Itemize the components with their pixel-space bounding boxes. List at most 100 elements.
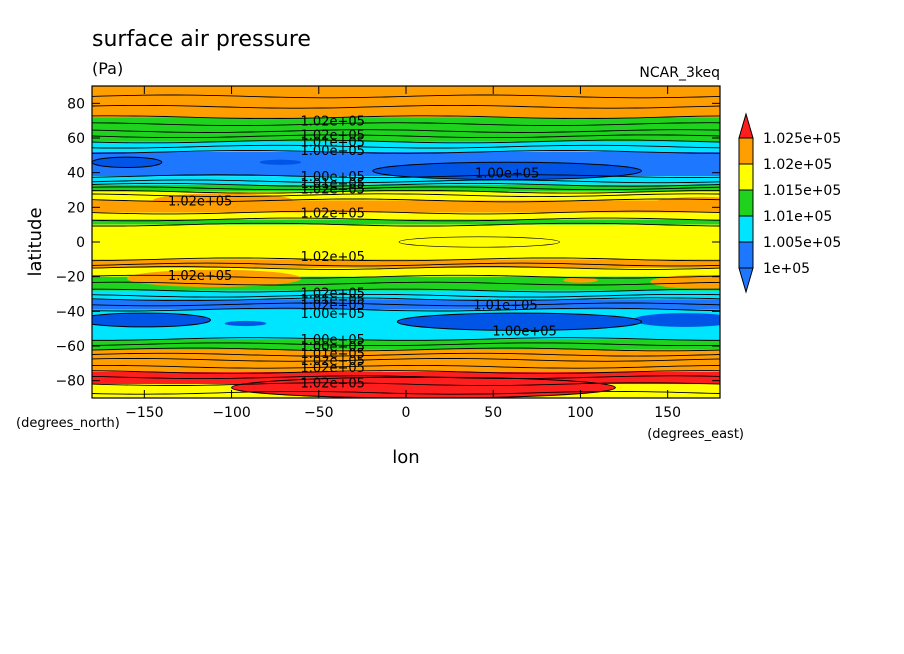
colorbar-box-2 xyxy=(738,189,754,217)
low-south-far-east xyxy=(632,313,720,327)
contour-12 xyxy=(92,186,720,191)
contour-label-13: 1.01e+05 xyxy=(301,293,365,308)
contour-32 xyxy=(92,352,720,357)
colorbar-above-arrow xyxy=(738,112,754,139)
y-tick-label-2: 40 xyxy=(67,166,85,182)
contour-22 xyxy=(92,274,720,279)
band-6 xyxy=(92,191,720,201)
band-8 xyxy=(92,212,720,220)
y-tick-label-0: 80 xyxy=(67,96,85,112)
contour-label-10: 1.02e+05 xyxy=(301,250,365,265)
colorbar-below-arrow xyxy=(738,267,754,294)
contour-label-11: 1.02e+05 xyxy=(168,269,232,284)
y-tick-label-7: −60 xyxy=(55,339,85,355)
colorbar-label-1: 1.02e+05 xyxy=(763,157,832,173)
contour-label-12: 1.02e+05 xyxy=(301,286,365,301)
x-tick-label-3: 0 xyxy=(402,405,411,421)
contour-lines xyxy=(92,94,720,398)
band-9 xyxy=(92,219,720,225)
contour-14 xyxy=(92,193,720,198)
contour-label-15: 1.00e+05 xyxy=(301,307,365,322)
contour-low-se xyxy=(396,312,643,331)
colorbar-box-0 xyxy=(738,137,754,165)
contour-8 xyxy=(92,150,720,154)
contour-3 xyxy=(92,122,720,126)
contour-28 xyxy=(92,307,720,312)
high-north-west xyxy=(153,193,293,208)
contour-0 xyxy=(92,94,720,99)
contour-label-23: 1.02e+05 xyxy=(301,376,365,391)
contour-21 xyxy=(92,266,720,270)
contour-7 xyxy=(92,144,720,149)
contour-label-14: 1.02e+05 xyxy=(301,298,365,313)
contour-equator xyxy=(398,236,560,248)
band-2 xyxy=(92,141,720,152)
y-tick-label-1: 60 xyxy=(67,131,85,147)
high-south-small xyxy=(563,277,598,283)
x-tick-label-0: −150 xyxy=(125,405,163,421)
high-north-east xyxy=(650,196,720,211)
contour-label-2: 1.01e+05 xyxy=(301,135,365,150)
contour-label-5: 1.01e+05 xyxy=(301,177,365,192)
colorbar-label-4: 1.005e+05 xyxy=(763,235,841,251)
contour-36 xyxy=(92,375,720,380)
contour-label-8: 1.02e+05 xyxy=(301,207,365,222)
band-12 xyxy=(92,268,720,277)
plot-area: 1.02e+051.02e+051.01e+051.00e+051.00e+05… xyxy=(92,86,720,398)
contour-13 xyxy=(92,189,720,194)
colorbar-label-2: 1.015e+05 xyxy=(763,183,841,199)
contour-5 xyxy=(92,134,720,139)
x-unit-label: (degrees_east) xyxy=(647,427,744,442)
contour-label-22: 1.02e+05 xyxy=(301,361,365,376)
contour-10 xyxy=(92,179,720,184)
high-south-east xyxy=(650,274,720,289)
y-unit-label: (degrees_north) xyxy=(16,416,120,431)
y-axis-label: latitude xyxy=(25,207,46,276)
band-5 xyxy=(92,184,720,192)
contour-31 xyxy=(92,347,720,352)
contour-label-19: 1.00e+05 xyxy=(301,340,365,355)
band-17 xyxy=(92,339,720,350)
chart-title: surface air pressure xyxy=(92,27,311,52)
contour-19 xyxy=(92,257,720,262)
y-tick-label-3: 20 xyxy=(67,200,85,216)
contour-south-pole xyxy=(231,376,616,398)
contour-6 xyxy=(92,139,720,144)
contour-16 xyxy=(92,210,720,215)
x-tick-label-5: 100 xyxy=(567,405,594,421)
low-south-west xyxy=(92,313,211,327)
low-north-mid xyxy=(259,159,302,165)
contour-label-6: 1.02e+05 xyxy=(301,182,365,197)
low-south-east xyxy=(397,313,642,331)
band-4 xyxy=(92,176,720,185)
y-tick-label-6: −40 xyxy=(55,304,85,320)
y-tick-label-8: −80 xyxy=(55,374,85,390)
colorbar: 1.025e+05 1.02e+05 1.015e+05 1.01e+05 1.005e… xyxy=(738,112,841,294)
colorbar-label-0: 1.025e+05 xyxy=(763,131,841,147)
contour-2 xyxy=(92,115,720,120)
band-11 xyxy=(92,259,720,268)
colorbar-box-1 xyxy=(738,163,754,191)
contour-label-21: 1.02e+05 xyxy=(301,354,365,369)
contour-label-0: 1.02e+05 xyxy=(301,115,365,130)
contour-34 xyxy=(92,364,720,369)
x-axis-ticks: −150 −100 −50 0 50 100 150 xyxy=(125,86,681,421)
low-south-mid xyxy=(224,320,267,327)
x-tick-label-6: 150 xyxy=(654,405,681,421)
y-axis-ticks: 80 60 40 20 0 −20 −40 −60 −80 xyxy=(55,96,720,390)
colorbar-label-5: 1e+05 xyxy=(763,261,810,277)
y-tick-label-5: −20 xyxy=(55,270,85,286)
filled-bands xyxy=(92,86,720,398)
contour-1 xyxy=(92,104,720,109)
contour-27 xyxy=(92,302,720,307)
contour-label-4: 1.00e+05 xyxy=(301,170,365,185)
colorbar-box-4 xyxy=(738,241,754,269)
contour-low-nw xyxy=(92,156,163,168)
chart-subtitle: (Pa) xyxy=(92,59,123,78)
high-north-small xyxy=(563,201,598,207)
low-north-west xyxy=(92,157,162,168)
contour-label-3: 1.00e+05 xyxy=(301,144,365,159)
x-tick-label-1: −100 xyxy=(212,405,250,421)
colorbar-label-3: 1.01e+05 xyxy=(763,209,832,225)
